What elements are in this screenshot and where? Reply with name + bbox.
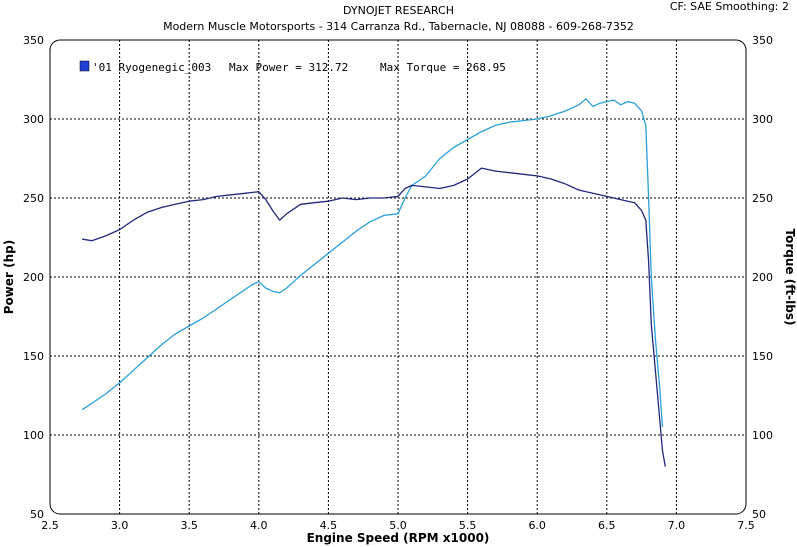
y2-axis-title: Torque (ft-lbs) [783, 229, 797, 326]
x-tick-label: 2.5 [41, 519, 59, 532]
legend-run-name: '01 Ryogenegic_003 [92, 61, 211, 74]
y-tick-label: 250 [23, 192, 44, 205]
y-tick-label: 100 [23, 429, 44, 442]
grid [50, 40, 746, 514]
x-tick-label: 4.5 [320, 519, 338, 532]
x-axis-title: Engine Speed (RPM x1000) [307, 531, 490, 545]
x-tick-label: 7.0 [668, 519, 686, 532]
y2-tick-label: 50 [752, 508, 766, 521]
y2-tick-label: 200 [752, 271, 773, 284]
x-tick-label: 6.0 [528, 519, 546, 532]
legend: '01 Ryogenegic_003 Max Power = 312.72 Ma… [79, 60, 506, 74]
series-layer [81, 98, 666, 467]
shop-info: Modern Muscle Motorsports - 314 Carranza… [163, 20, 634, 33]
x-tick-label: 5.0 [389, 519, 407, 532]
y-axis-ticks: 50 100 150 200 250 300 350 [23, 34, 44, 521]
y-tick-label: 200 [23, 271, 44, 284]
y-tick-label: 350 [23, 34, 44, 47]
y2-tick-label: 150 [752, 350, 773, 363]
x-tick-label: 3.5 [180, 519, 198, 532]
series-line-power [81, 98, 664, 428]
y-axis-title: Power (hp) [2, 240, 16, 314]
y2-axis-ticks: 50 100 150 200 250 300 350 [752, 34, 773, 521]
x-axis-ticks: 2.5 3.0 3.5 4.0 4.5 5.0 5.5 6.0 6.5 7.0 7.5 [41, 519, 755, 532]
x-tick-label: 4.0 [250, 519, 268, 532]
x-tick-label: 5.5 [459, 519, 477, 532]
x-tick-label: 6.5 [598, 519, 616, 532]
series-line-torque [81, 167, 666, 467]
x-tick-label: 7.5 [737, 519, 755, 532]
legend-swatch [79, 60, 90, 72]
x-tick-label: 3.0 [111, 519, 129, 532]
y-tick-label: 50 [30, 508, 44, 521]
correction-factor-info: CF: SAE Smoothing: 2 [669, 0, 789, 13]
report-title: DYNOJET RESEARCH [343, 4, 454, 17]
y2-tick-label: 100 [752, 429, 773, 442]
y2-tick-label: 250 [752, 192, 773, 205]
y2-tick-label: 350 [752, 34, 773, 47]
legend-max-torque: Max Torque = 268.95 [380, 61, 506, 74]
legend-max-power: Max Power = 312.72 [229, 61, 348, 74]
y-tick-label: 300 [23, 113, 44, 126]
y-tick-label: 150 [23, 350, 44, 363]
y2-tick-label: 300 [752, 113, 773, 126]
